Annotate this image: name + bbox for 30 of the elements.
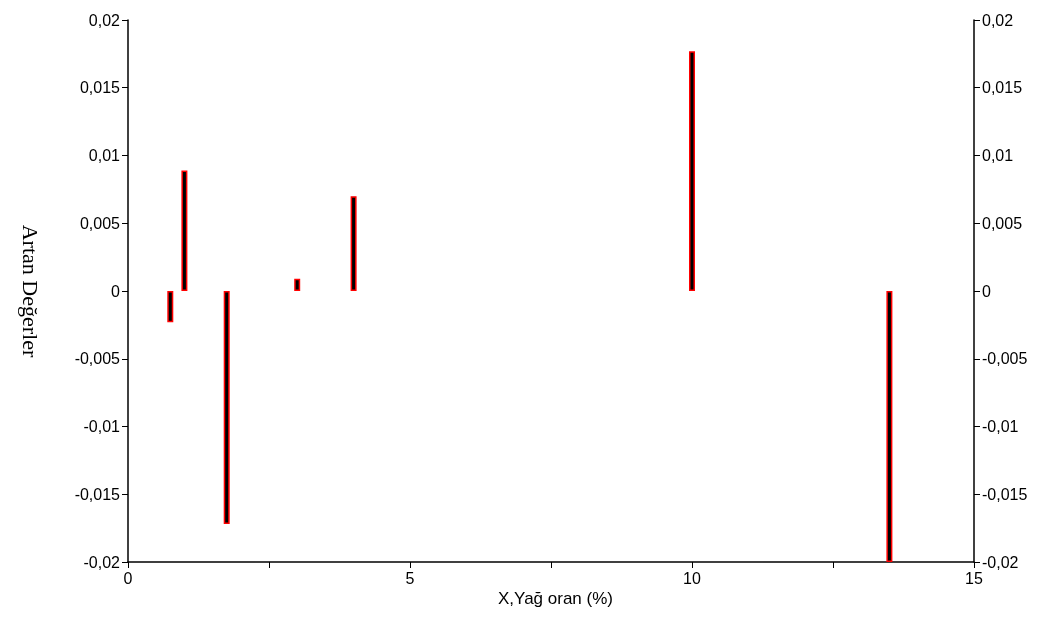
y2-tick-label: 0,02: [982, 11, 1014, 29]
x-tick-label: 5: [405, 569, 415, 587]
y-tick-label: 0,005: [79, 214, 121, 232]
bar: [181, 170, 188, 291]
y2-tick-label: 0: [982, 282, 991, 300]
y-axis-title: Artan Değerler: [17, 224, 43, 358]
bar: [167, 291, 174, 323]
y-tick-label: -0,01: [83, 418, 121, 435]
x-axis-title: X,Yağ oran (%): [498, 589, 613, 608]
x-tick-label: 0: [123, 569, 133, 587]
bar: [350, 196, 357, 291]
y-tick-label: -0,015: [74, 485, 121, 503]
y-tick-label: -0,02: [83, 553, 121, 571]
bar: [223, 291, 230, 525]
y2-tick-label: -0,01: [982, 418, 1019, 435]
y2-tick-label: -0,02: [982, 553, 1019, 571]
y2-tick-label: 0,005: [982, 214, 1023, 232]
x-tick-label: 15: [965, 569, 983, 587]
y-tick-label: -0,005: [74, 350, 121, 368]
bar: [294, 278, 301, 291]
y-tick-label: 0,02: [88, 11, 121, 29]
y2-tick-label: -0,005: [982, 350, 1028, 368]
y2-tick-label: 0,015: [982, 79, 1023, 97]
y-tick-label: 0: [111, 282, 121, 300]
y2-tick-label: 0,01: [982, 147, 1014, 164]
y-tick-label: 0,015: [79, 79, 121, 97]
y2-tick-label: -0,015: [982, 485, 1028, 503]
bar: [689, 51, 695, 291]
y-tick-label: 0,01: [88, 147, 121, 164]
x-tick-label: 10: [683, 569, 701, 587]
